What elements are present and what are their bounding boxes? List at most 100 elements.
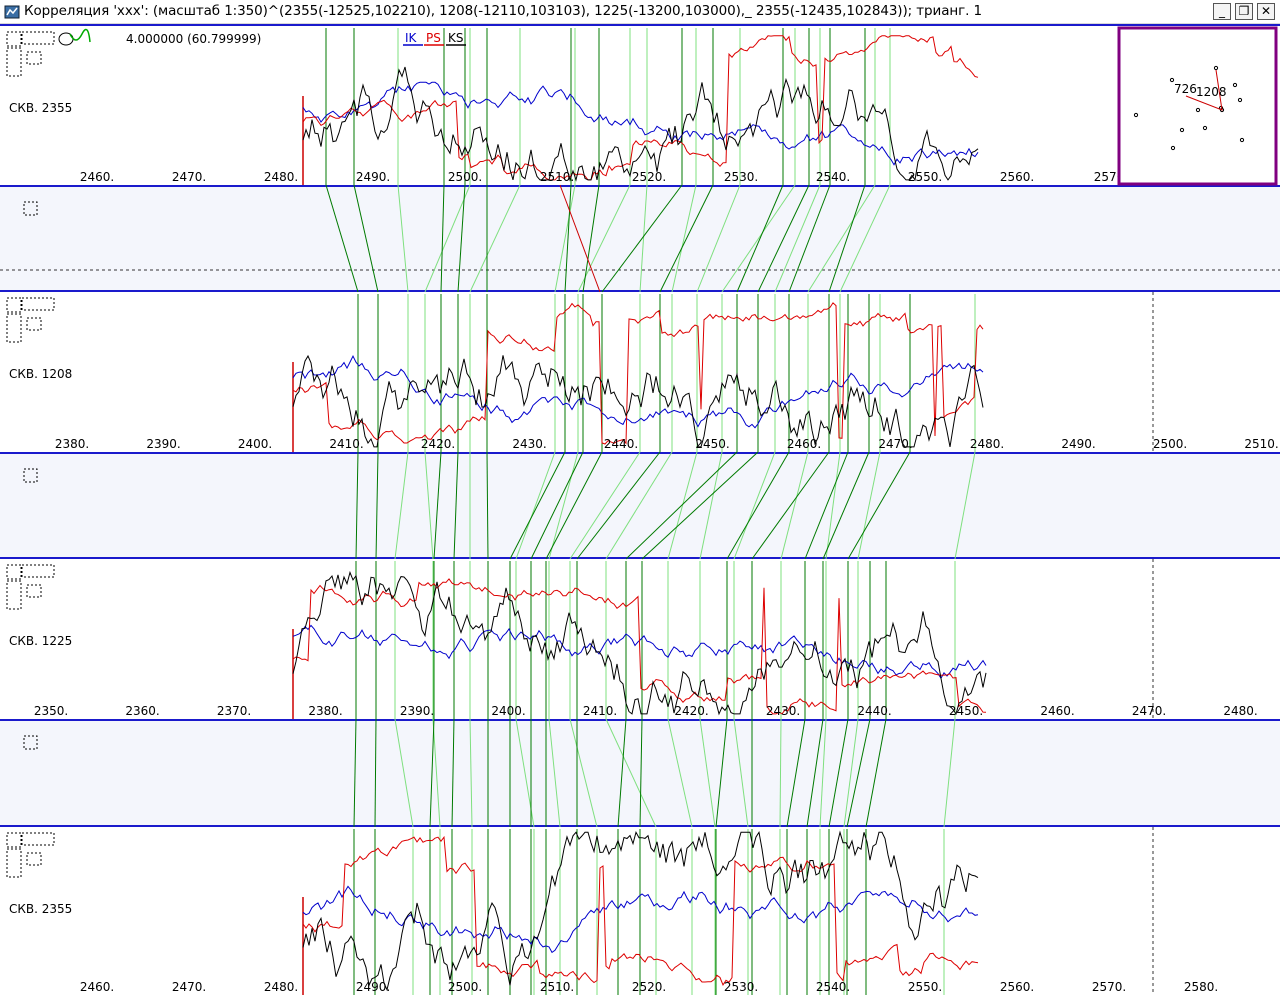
gap-marker-icon[interactable] [23, 468, 38, 483]
light-correlation-connector [943, 718, 956, 828]
dark-correlation-connector [757, 184, 810, 293]
dark-correlation-connector [865, 718, 887, 828]
selector-icon[interactable] [26, 584, 42, 598]
dark-correlation-connector [486, 451, 489, 560]
depth-tick-label: 2480. [970, 437, 1004, 451]
light-correlation-connector [432, 718, 441, 828]
app-icon [4, 5, 20, 19]
light-correlation-connector [733, 451, 776, 560]
map-well-point[interactable] [1239, 137, 1245, 143]
depth-tick-label: 2570. [1092, 980, 1126, 994]
selector-icon[interactable] [6, 47, 22, 77]
depth-tick-label: 2430. [766, 704, 800, 718]
selector-icon[interactable] [6, 564, 22, 580]
dark-correlation-connector [736, 184, 784, 293]
map-well-point[interactable] [1195, 107, 1201, 113]
depth-tick-label: 2540. [816, 170, 850, 184]
scale-readout: 4.000000 (60.799999) [126, 32, 261, 46]
selector-icon[interactable] [6, 848, 22, 878]
map-frame [1117, 26, 1278, 186]
selector-icon[interactable] [21, 31, 55, 45]
depth-tick-label: 2480. [1223, 704, 1257, 718]
red-correlation-connector [559, 184, 601, 293]
gap-zone-2[interactable] [0, 453, 1280, 558]
curve-style-icon[interactable] [58, 28, 91, 46]
dark-correlation-connector [751, 451, 830, 560]
selector-icon[interactable] [6, 313, 22, 343]
well-map-inset[interactable]: 726 1208 [1117, 26, 1278, 186]
selector-icon[interactable] [26, 852, 42, 866]
well-panel-1[interactable] [0, 24, 1280, 187]
depth-tick-label: 2410. [329, 437, 363, 451]
dark-correlation-connector [641, 451, 759, 560]
map-label-1208: 1208 [1196, 85, 1227, 99]
depth-tick-label: 2560. [1000, 980, 1034, 994]
light-correlation-connector [394, 451, 409, 560]
selector-icon[interactable] [6, 31, 22, 47]
depth-tick-label: 2440. [604, 437, 638, 451]
map-well-point[interactable] [1179, 127, 1185, 133]
light-correlation-connector [548, 451, 579, 560]
minimize-button[interactable]: _ [1213, 3, 1231, 20]
light-correlation-connector [721, 184, 796, 293]
depth-tick-label: 2500. [448, 980, 482, 994]
selector-icon[interactable] [21, 297, 55, 311]
depth-tick-label: 2580. [1184, 980, 1218, 994]
selector-icon[interactable] [21, 564, 55, 578]
map-well-point[interactable] [1169, 77, 1175, 83]
light-correlation-connector [839, 184, 891, 293]
dark-correlation-connector [601, 184, 683, 293]
dark-correlation-connector [530, 451, 584, 560]
depth-tick-label: 2560. [1000, 170, 1034, 184]
selector-icon[interactable] [6, 580, 22, 610]
selector-icon[interactable] [6, 297, 22, 313]
correlation-canvas[interactable]: СКВ. 2355 2460. 2470. 2480. 2490. 2500. 2510. 2… [0, 24, 1280, 995]
map-well-point[interactable] [1213, 65, 1219, 71]
dark-correlation-connector [625, 451, 738, 560]
dark-correlation-connector [846, 718, 871, 828]
depth-tick-label: 2460. [1040, 704, 1074, 718]
ik-curve [302, 885, 979, 954]
dark-correlation-connector [659, 184, 714, 293]
light-correlation-connector [779, 718, 782, 828]
selector-icon[interactable] [21, 832, 55, 846]
map-well-point[interactable] [1202, 125, 1208, 131]
depth-tick-label: 2480. [264, 980, 298, 994]
ps-curve [302, 835, 979, 986]
depth-tick-label: 2440. [857, 704, 891, 718]
map-well-point[interactable] [1133, 112, 1139, 118]
gap-marker-icon[interactable] [23, 735, 38, 750]
selector-icon[interactable] [6, 832, 22, 848]
depth-tick-label: 2530. [724, 170, 758, 184]
depth-tick-label: 2550. [908, 980, 942, 994]
dark-correlation-connector [788, 184, 831, 293]
ks-curve [302, 830, 979, 992]
light-correlation-connector [733, 718, 749, 828]
dark-correlation-connector [429, 718, 435, 828]
restore-button[interactable]: ❐ [1235, 3, 1253, 20]
gap-marker-icon[interactable] [23, 201, 38, 216]
depth-tick-label: 2350. [34, 704, 68, 718]
dark-correlation-connector [822, 451, 870, 560]
legend-ik-label: IK [405, 31, 418, 45]
curve-style-wave [69, 28, 91, 43]
close-button[interactable]: ✕ [1257, 3, 1275, 20]
gap-zone-1[interactable] [0, 186, 1280, 291]
light-correlation-connector [954, 451, 976, 560]
depth-tick-label: 2510. [1244, 437, 1278, 451]
light-correlation-connector [569, 451, 641, 560]
light-correlation-connector [825, 451, 841, 560]
well-panel-3[interactable] [0, 557, 1280, 721]
light-correlation-connector [857, 451, 881, 560]
selector-icon[interactable] [26, 317, 42, 331]
map-well-point[interactable] [1237, 97, 1243, 103]
map-well-point[interactable] [1170, 145, 1176, 151]
depth-tick-label: 2470. [172, 170, 206, 184]
legend-ks-label: KS [448, 31, 464, 45]
map-well-point[interactable] [1232, 82, 1238, 88]
selector-icon[interactable] [26, 51, 42, 65]
dark-correlation-connector [847, 451, 911, 560]
depth-tick-label: 2400. [238, 437, 272, 451]
light-correlation-connector [667, 451, 698, 560]
dark-correlation-connector [545, 451, 603, 560]
